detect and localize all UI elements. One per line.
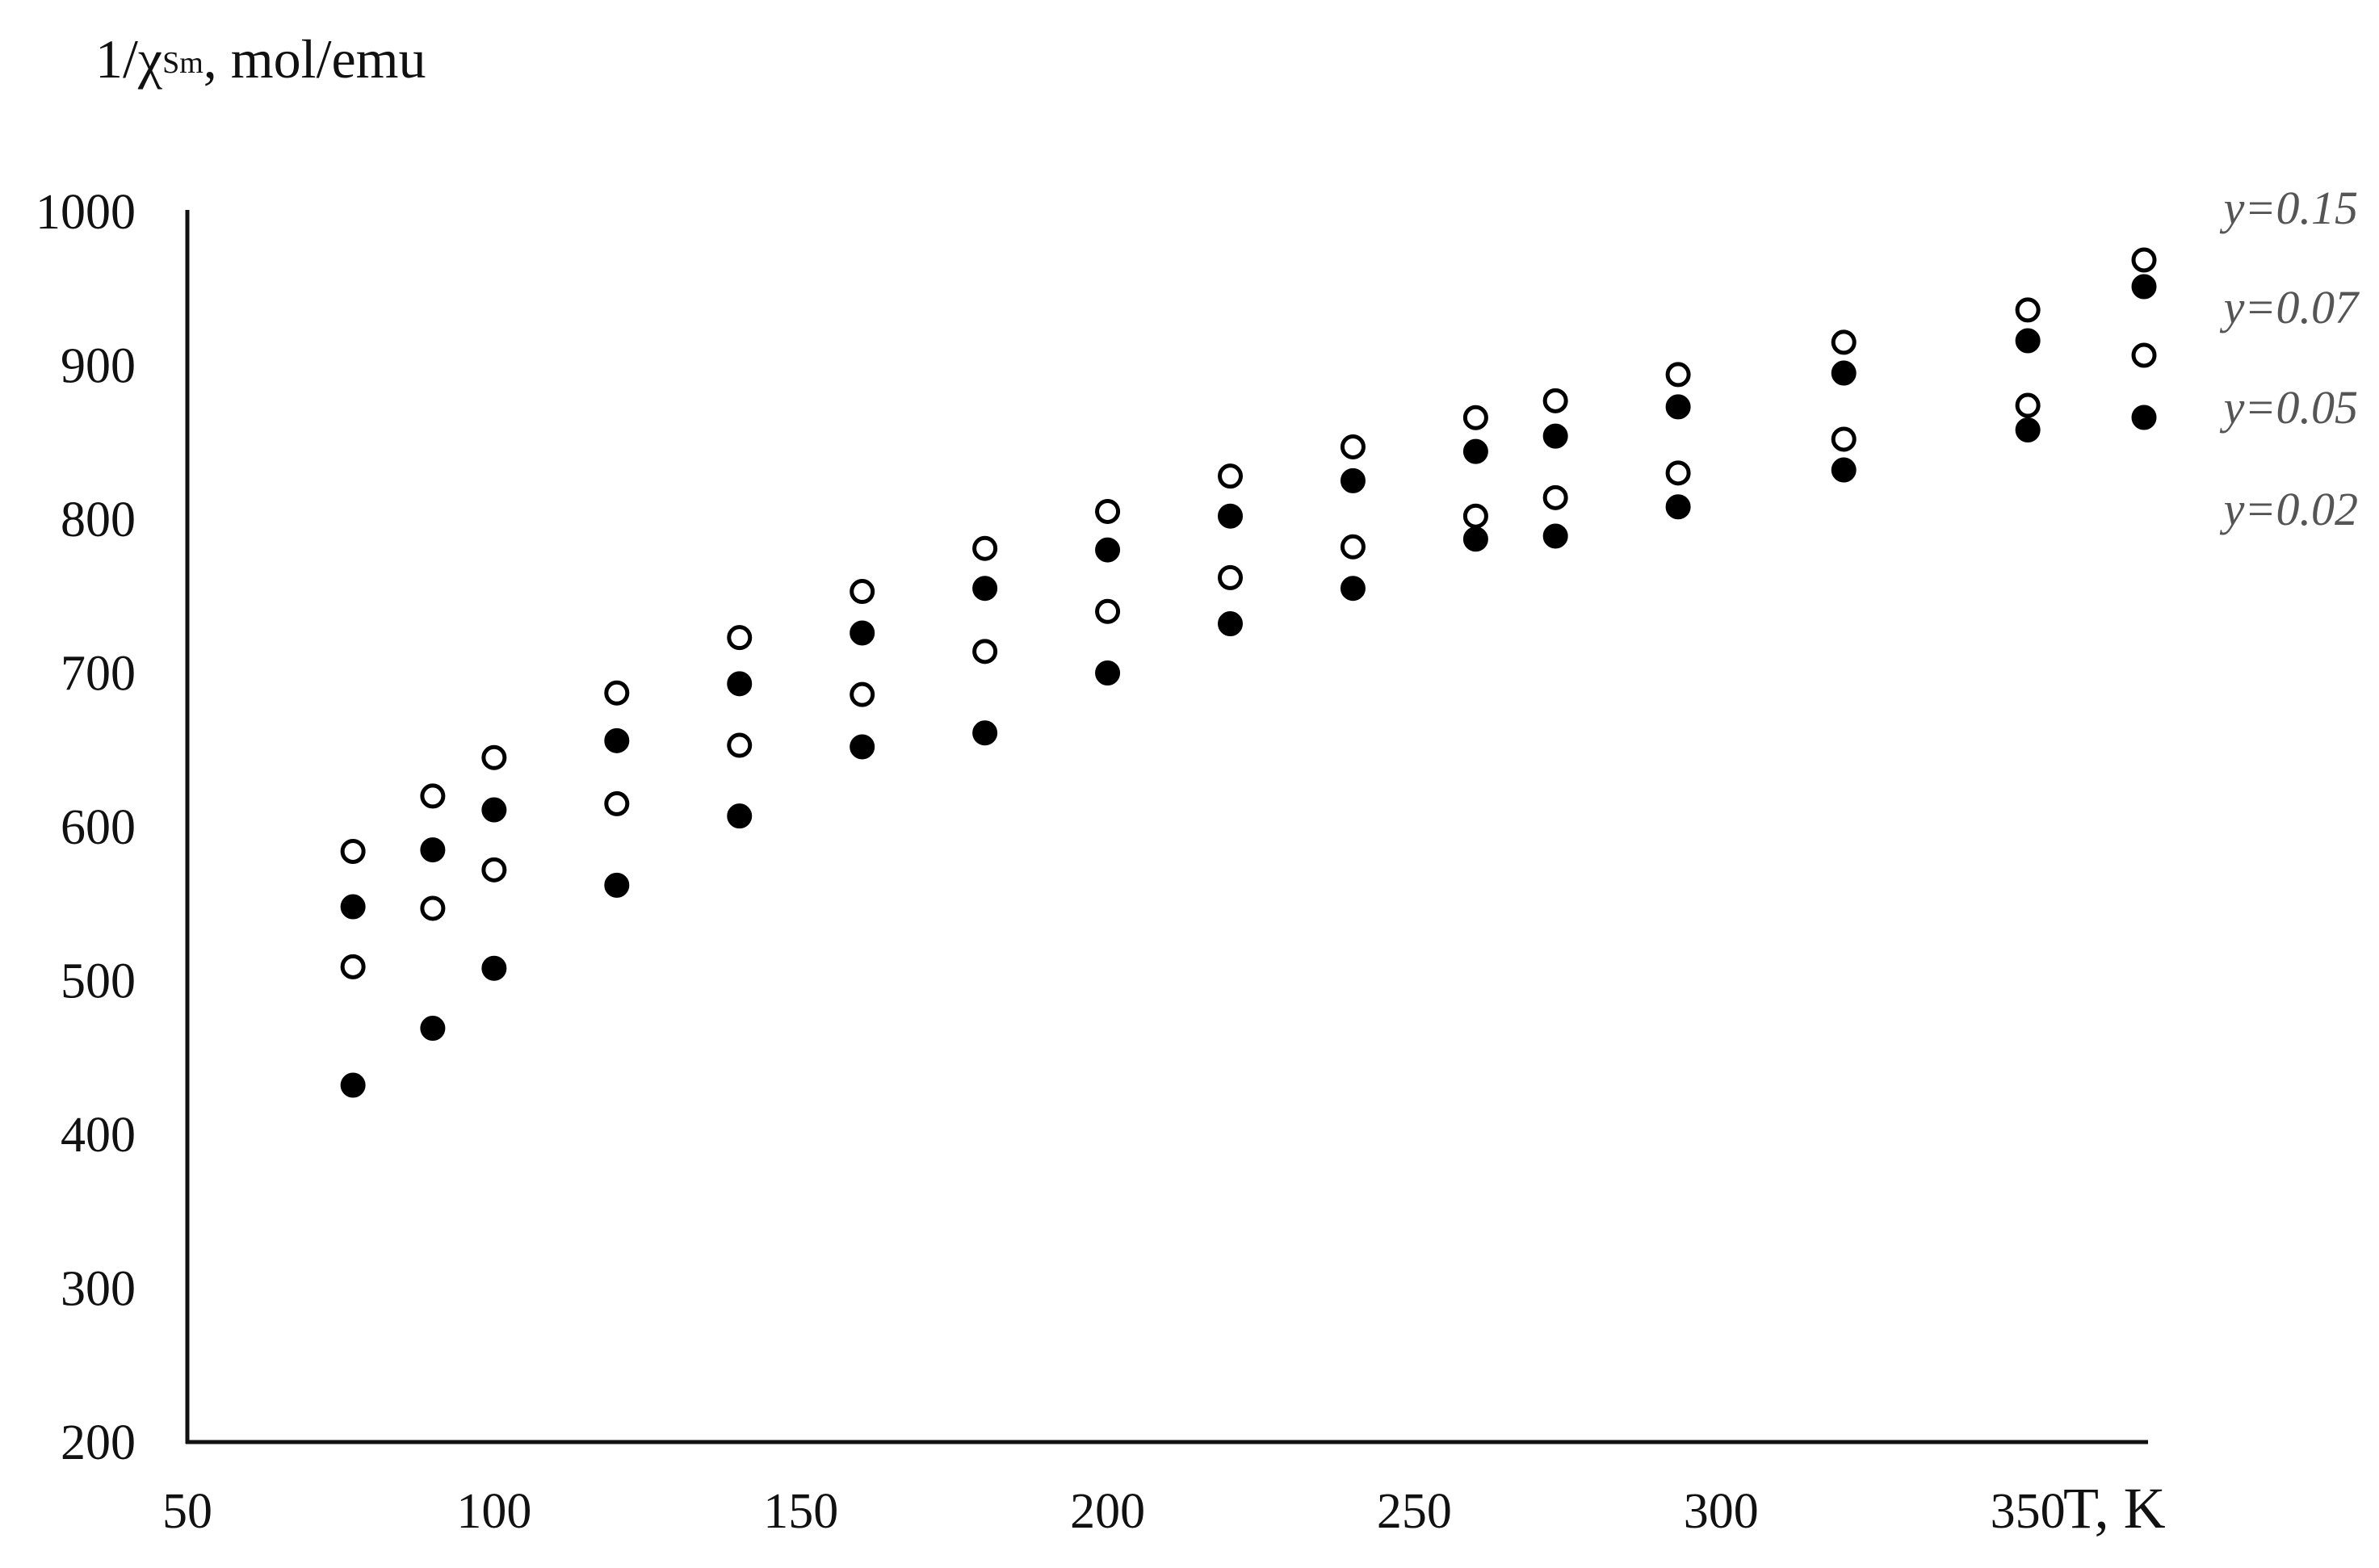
legend-marker — [2131, 274, 2157, 300]
data-point-series-1 — [420, 783, 446, 809]
legend-marker — [2131, 342, 2157, 368]
data-point-series-4 — [1218, 611, 1244, 637]
data-point-series-3 — [340, 954, 366, 979]
data-point-series-4 — [1665, 494, 1691, 520]
legend-label: y=0.05 — [2220, 381, 2358, 434]
legend-label: y=0.15 — [2220, 182, 2358, 234]
data-point-series-1 — [481, 744, 507, 770]
y-axis-title-suffix: , mol/emu — [203, 28, 426, 90]
data-point-series-3 — [850, 681, 875, 707]
legend-marker — [2131, 247, 2157, 273]
data-points — [340, 297, 2041, 1098]
data-point-series-3 — [1462, 503, 1488, 529]
data-point-series-1 — [2015, 297, 2041, 323]
data-point-series-2 — [1831, 360, 1857, 386]
data-point-series-2 — [2015, 328, 2041, 354]
data-point-series-4 — [2015, 417, 2041, 443]
data-point-series-2 — [1462, 438, 1488, 464]
data-point-series-1 — [1665, 362, 1691, 388]
data-point-series-2 — [604, 727, 630, 753]
data-point-series-3 — [604, 790, 630, 816]
data-point-series-4 — [1542, 523, 1568, 549]
data-point-series-3 — [1542, 484, 1568, 510]
y-tick-label: 700 — [61, 647, 136, 702]
x-tick-label: 200 — [1070, 1484, 1145, 1539]
data-point-series-3 — [1095, 598, 1121, 624]
data-point-series-1 — [340, 838, 366, 864]
data-point-series-3 — [1831, 426, 1857, 452]
x-axis-ticks: 50 100 150 200 250 300 350 — [162, 1484, 2066, 1539]
x-tick-label: 350 — [1991, 1484, 2066, 1539]
legend-label: y=0.07 — [2220, 281, 2360, 333]
data-point-series-2 — [1095, 537, 1121, 563]
legend-label: y=0.02 — [2220, 483, 2358, 535]
data-point-series-2 — [481, 797, 507, 823]
data-point-series-3 — [1665, 460, 1691, 486]
x-tick-label: 150 — [763, 1484, 838, 1539]
data-point-series-3 — [972, 639, 998, 665]
y-axis-ticks: 200 300 400 500 600 700 800 900 1000 — [36, 185, 136, 1470]
data-point-series-2 — [1218, 503, 1244, 529]
data-point-series-2 — [1340, 467, 1366, 493]
data-point-series-4 — [1340, 576, 1366, 602]
x-tick-label: 300 — [1684, 1484, 1759, 1539]
data-point-series-1 — [1095, 498, 1121, 524]
data-point-series-3 — [2015, 392, 2041, 418]
data-point-series-4 — [604, 872, 630, 898]
data-point-series-3 — [727, 732, 753, 758]
data-point-series-1 — [972, 535, 998, 561]
data-point-series-4 — [340, 1072, 366, 1098]
y-tick-label: 600 — [61, 800, 136, 855]
y-axis-title-prefix: 1/χ — [95, 28, 162, 90]
data-point-series-1 — [727, 625, 753, 651]
y-tick-label: 800 — [61, 493, 136, 547]
data-point-series-2 — [420, 837, 446, 863]
data-point-series-1 — [1831, 329, 1857, 355]
data-point-series-4 — [1462, 526, 1488, 552]
legend: y=0.15 y=0.07 y=0.05 y=0.02 — [2131, 182, 2360, 535]
data-point-series-3 — [1218, 564, 1244, 590]
data-point-series-4 — [1095, 660, 1121, 685]
data-point-series-3 — [481, 857, 507, 883]
y-axis-title: 1/χSm, mol/emu — [95, 28, 426, 90]
data-point-series-4 — [420, 1016, 446, 1042]
y-tick-label: 200 — [61, 1415, 136, 1470]
legend-marker — [2131, 405, 2157, 430]
data-point-series-1 — [1542, 388, 1568, 413]
data-point-series-2 — [1542, 423, 1568, 449]
data-point-series-2 — [972, 576, 998, 602]
y-tick-label: 1000 — [36, 185, 136, 240]
y-tick-label: 500 — [61, 954, 136, 1009]
data-point-series-4 — [972, 720, 998, 746]
data-point-series-3 — [1340, 534, 1366, 560]
x-axis-label: T, K — [2063, 1476, 2166, 1541]
data-point-series-2 — [340, 894, 366, 920]
data-point-series-4 — [850, 734, 875, 760]
data-point-series-2 — [1665, 394, 1691, 420]
y-axis-title-subscript: Sm — [162, 46, 203, 80]
data-point-series-1 — [850, 579, 875, 605]
data-point-series-4 — [1831, 457, 1857, 483]
data-point-series-4 — [727, 803, 753, 829]
y-tick-label: 900 — [61, 339, 136, 394]
data-point-series-1 — [604, 680, 630, 706]
data-point-series-1 — [1218, 463, 1244, 489]
x-tick-label: 100 — [456, 1484, 531, 1539]
data-point-series-3 — [420, 895, 446, 921]
x-tick-label: 50 — [162, 1484, 212, 1539]
y-tick-label: 300 — [61, 1262, 136, 1317]
data-point-series-1 — [1462, 405, 1488, 430]
data-point-series-4 — [481, 955, 507, 981]
y-tick-label: 400 — [61, 1108, 136, 1163]
data-point-series-2 — [850, 620, 875, 646]
data-point-series-2 — [727, 671, 753, 697]
data-point-series-1 — [1340, 434, 1366, 459]
x-tick-label: 250 — [1377, 1484, 1452, 1539]
